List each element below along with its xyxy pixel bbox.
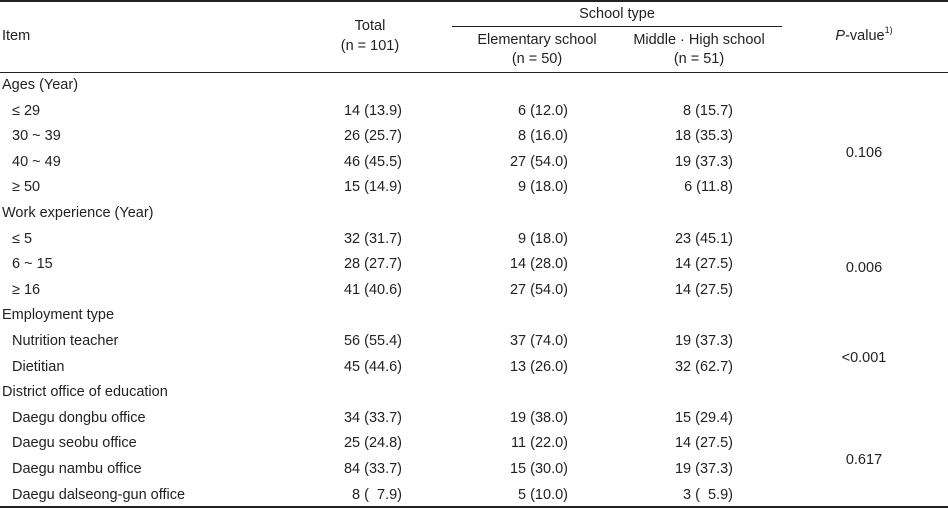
top-rule [0, 0, 948, 2]
cell-elementary: 37 (74.0) [509, 333, 568, 349]
cell-elementary: 11 (22.0) [511, 435, 568, 452]
cell-total: 8 ( 7.9) [352, 486, 402, 503]
cell-total: 45 (44.6) [343, 358, 402, 375]
cell-middle-high: 23 (45.1) [674, 230, 733, 247]
cell-elementary: 13 (26.0) [509, 358, 568, 375]
cell-total: 41 (40.6) [343, 281, 402, 298]
cell-total: 46 (45.5) [343, 153, 402, 170]
header-bottom-rule [0, 72, 948, 73]
cell-middle-high: 19 (37.3) [674, 153, 733, 170]
cell-middle-high: 14 (27.5) [674, 256, 733, 273]
cell-elementary: 27 (54.0) [509, 153, 568, 170]
cell-elementary: 14 (28.0) [509, 256, 568, 273]
cell-total: 34 (33.7) [343, 409, 402, 426]
row-label: Daegu nambu office [12, 461, 142, 477]
cell-middle-high: 19 (37.3) [674, 333, 733, 349]
cell-total: 32 (31.7) [343, 230, 402, 247]
cell-pvalue: 0.106 [845, 144, 883, 161]
cell-elementary: 27 (54.0) [509, 281, 568, 298]
header-total-n: (n = 101) [340, 38, 400, 54]
cell-total: 14 (13.9) [343, 102, 402, 119]
cell-elementary: 9 (18.0) [518, 179, 568, 196]
row-label: ≤ 29 [12, 102, 41, 119]
row-label: Daegu seobu office [12, 435, 137, 452]
cell-total: 25 (24.8) [343, 435, 402, 452]
header-school-type: School type [579, 6, 655, 22]
section-title: District office of education [2, 384, 168, 401]
row-label: Dietitian [12, 358, 65, 375]
header-pvalue-p: P [835, 28, 846, 44]
section-title: Employment type [2, 307, 115, 324]
row-label: ≥ 16 [12, 281, 41, 298]
cell-pvalue: <0.001 [841, 349, 887, 366]
cell-elementary: 5 (10.0) [518, 486, 568, 503]
header-pvalue: P-value1) [800, 25, 928, 45]
cell-middle-high: 14 (27.5) [674, 435, 733, 452]
header-middle-high: Middle · High school [633, 32, 765, 48]
row-label: Daegu dongbu office [12, 409, 146, 426]
section-title: Ages (Year) [2, 77, 79, 93]
cell-total: 15 (14.9) [343, 179, 402, 196]
header-elementary-n: (n = 50) [511, 51, 563, 67]
header-middle-high-n: (n = 51) [673, 51, 725, 67]
row-label: Daegu dalseong-gun office [12, 486, 186, 503]
row-label: Nutrition teacher [12, 333, 119, 349]
cell-elementary: 6 (12.0) [518, 102, 568, 119]
cell-middle-high: 15 (29.4) [674, 409, 733, 426]
cell-elementary: 19 (38.0) [509, 409, 568, 426]
header-elementary: Elementary school [477, 32, 597, 48]
header-pvalue-text: -value [845, 28, 885, 44]
header-total: Total [354, 18, 386, 34]
cell-middle-high: 3 ( 5.9) [683, 486, 733, 503]
cell-middle-high: 32 (62.7) [674, 358, 733, 375]
school-type-rule [452, 26, 782, 27]
cell-middle-high: 19 (37.3) [674, 461, 733, 477]
section-title: Work experience (Year) [2, 205, 154, 221]
cell-total: 56 (55.4) [343, 333, 402, 349]
row-label: 6 ~ 15 [12, 256, 53, 273]
cell-elementary: 8 (16.0) [518, 128, 568, 145]
cell-middle-high: 14 (27.5) [674, 281, 733, 298]
cell-pvalue: 0.006 [845, 260, 883, 276]
cell-total: 26 (25.7) [343, 128, 402, 145]
cell-total: 84 (33.7) [343, 461, 402, 477]
header-pvalue-footnote: 1) [884, 25, 893, 35]
row-label: ≥ 50 [12, 179, 41, 196]
table-bottom-rule [0, 506, 948, 508]
cell-pvalue: 0.617 [845, 452, 883, 468]
row-label: ≤ 5 [12, 230, 33, 247]
cell-middle-high: 8 (15.7) [683, 102, 733, 119]
cell-elementary: 15 (30.0) [509, 461, 568, 477]
header-item: Item [2, 28, 31, 44]
row-label: 40 ~ 49 [12, 153, 61, 170]
cell-middle-high: 18 (35.3) [674, 128, 733, 145]
cell-elementary: 9 (18.0) [518, 230, 568, 247]
cell-total: 28 (27.7) [343, 256, 402, 273]
cell-middle-high: 6 (11.8) [684, 179, 733, 196]
row-label: 30 ~ 39 [12, 128, 61, 145]
